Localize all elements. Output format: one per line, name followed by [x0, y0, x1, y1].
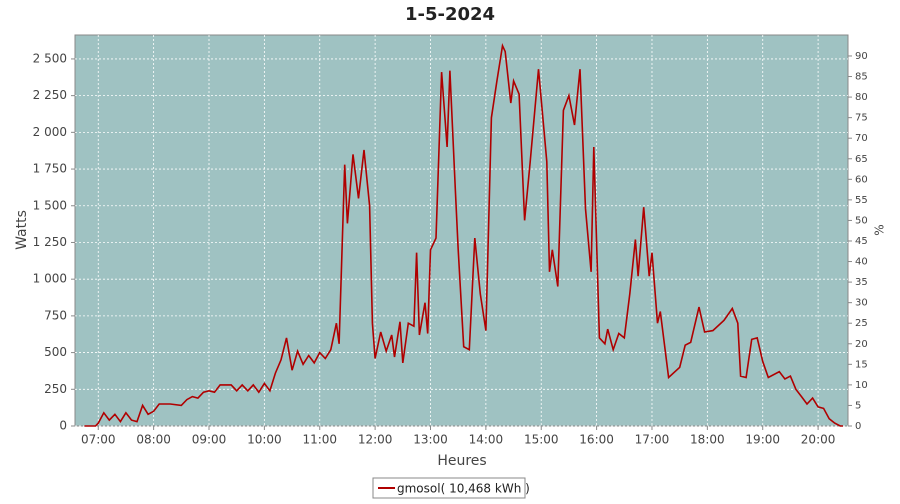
- y-tick-label: 1 750: [33, 162, 67, 176]
- y-tick-label: 750: [44, 308, 67, 322]
- x-tick-label: 12:00: [358, 433, 393, 447]
- y-tick-label: 1 250: [33, 235, 67, 249]
- x-tick-label: 07:00: [81, 433, 116, 447]
- y2-tick-label: 90: [855, 51, 868, 62]
- y2-axis-label: %: [873, 224, 887, 235]
- y-tick-label: 2 500: [33, 51, 67, 65]
- y-tick-label: 2 000: [33, 125, 67, 139]
- x-tick-label: 19:00: [745, 433, 780, 447]
- y-tick-label: 250: [44, 382, 67, 396]
- x-tick-label: 18:00: [690, 433, 725, 447]
- x-tick-label: 17:00: [635, 433, 670, 447]
- x-tick-label: 11:00: [302, 433, 337, 447]
- y2-tick-label: 80: [855, 92, 868, 103]
- y2-tick-label: 45: [855, 236, 868, 247]
- y2-tick-label: 40: [855, 257, 868, 268]
- plot-area: [74, 34, 849, 427]
- x-axis-label: Heures: [437, 453, 486, 469]
- y2-tick-label: 35: [855, 277, 868, 288]
- y-tick-label: 500: [44, 345, 67, 359]
- y-tick-label: 1 500: [33, 198, 67, 212]
- x-tick-label: 10:00: [247, 433, 282, 447]
- y2-tick-label: 85: [855, 72, 868, 83]
- data-line: [84, 42, 843, 427]
- y2-tick-label: 55: [855, 195, 868, 206]
- y2-tick-label: 65: [855, 154, 868, 165]
- y2-tick-label: 15: [855, 359, 868, 370]
- y-tick-label: 1 000: [33, 272, 67, 286]
- legend-label: gmosol( 10,468 kWh ): [397, 482, 530, 496]
- x-tick-label: 16:00: [579, 433, 614, 447]
- legend-box: [372, 477, 526, 499]
- y2-tick-label: 20: [855, 339, 868, 350]
- y2-tick-label: 0: [855, 421, 861, 432]
- chart-title: 1-5-2024: [405, 4, 495, 25]
- y2-tick-label: 10: [855, 380, 868, 391]
- y-tick-label: 2 250: [33, 88, 67, 102]
- y2-tick-label: 5: [855, 400, 861, 411]
- x-tick-label: 09:00: [192, 433, 227, 447]
- y2-tick-label: 70: [855, 133, 868, 144]
- x-tick-label: 13:00: [413, 433, 448, 447]
- y2-tick-label: 25: [855, 318, 868, 329]
- y2-tick-label: 30: [855, 298, 868, 309]
- x-tick-label: 14:00: [469, 433, 504, 447]
- y2-tick-label: 75: [855, 113, 868, 124]
- y-axis-label: Watts: [14, 210, 30, 250]
- x-tick-label: 20:00: [801, 433, 836, 447]
- y-tick-label: 0: [59, 419, 67, 433]
- y2-tick-label: 50: [855, 215, 868, 226]
- x-tick-label: 08:00: [136, 433, 171, 447]
- x-tick-label: 15:00: [524, 433, 559, 447]
- y2-tick-label: 60: [855, 174, 868, 185]
